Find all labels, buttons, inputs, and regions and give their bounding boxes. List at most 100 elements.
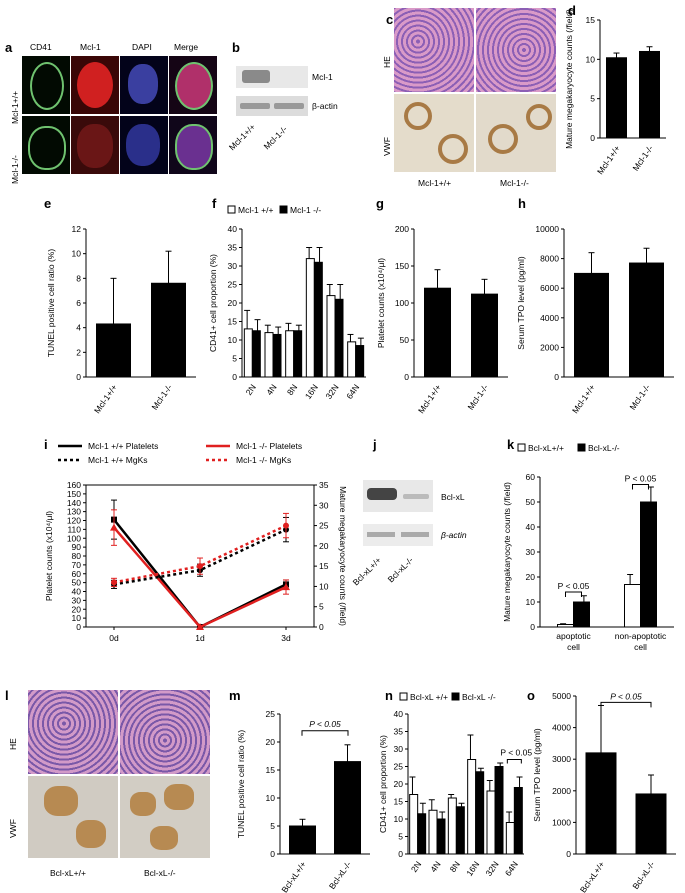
- marker-i: [110, 523, 118, 531]
- x-tick-label-n: 16N: [464, 859, 481, 878]
- bar-f: [334, 298, 344, 378]
- bar-n: [455, 806, 465, 855]
- series-line-i: [113, 524, 287, 584]
- micrograph-merge-wt: [169, 56, 217, 114]
- bar-f: [264, 332, 274, 378]
- panel-label-e: e: [44, 196, 52, 211]
- bar-n: [486, 790, 496, 855]
- blot-actin-strip: [236, 96, 308, 116]
- blot-lane-j-ko: Bcl-xL-/-: [385, 555, 416, 585]
- row-label-vwf-c: VWF: [382, 137, 392, 156]
- bar-o: [585, 752, 617, 855]
- col-label-l-wt: Bcl-xL+/+: [50, 868, 86, 878]
- y-axis-label-d: Mature megakaryocyte counts (/field): [564, 9, 574, 149]
- blot-lane-ko: Mcl-1-/-: [261, 124, 290, 152]
- x-tick-label-k: cell: [567, 642, 580, 652]
- y-tick-label-o: 5000: [552, 691, 571, 701]
- panel-c: HE VWF Mcl-1+/+ Mcl-1-/-: [380, 8, 560, 190]
- x-tick-label-e: Mcl-1+/+: [92, 382, 119, 415]
- y2-tick-label-i: 5: [319, 602, 324, 612]
- chart-e: 0 2 4 6 8 10 12 TUNEL positive cell ratio (%) Mc…: [46, 224, 196, 415]
- y-tick-label-f: 15: [228, 317, 238, 327]
- y-tick-label-g: 200: [395, 224, 409, 234]
- legend-label-n: Bcl-xL -/-: [462, 692, 496, 702]
- y-tick-label-i: 110: [67, 524, 81, 534]
- legend-label-k: Bcl-xL-/-: [588, 443, 620, 453]
- y-tick-label-k: 40: [526, 522, 536, 532]
- y2-tick-label-i: 10: [319, 581, 329, 591]
- y-tick-label-k: 30: [526, 547, 536, 557]
- chart-n: 0 5 10 15 20 25 30 35 40 CD41+ cell proportion (%…: [378, 692, 532, 878]
- y-tick-label-k: 50: [526, 497, 536, 507]
- significance-bracket-m: [301, 730, 349, 736]
- x-tick-label-f: 16N: [303, 382, 320, 401]
- bar-f: [355, 345, 365, 378]
- x-tick-label-f: 4N: [264, 382, 278, 397]
- y-tick-label-n: 10: [394, 814, 404, 824]
- panel-j-blot: Bcl-xL β-actin: [363, 480, 473, 550]
- y2-axis-label-i: Mature megakaryocyte counts (/field): [338, 486, 348, 626]
- bar-n: [475, 771, 485, 855]
- micrograph-he-mcl1-wt: [394, 8, 474, 92]
- x-tick-label-d: Mcl-1-/-: [630, 143, 655, 172]
- x-tick-label-o: Bcl-xL+/+: [578, 859, 607, 893]
- x-tick-label-g: Mcl-1-/-: [465, 382, 490, 411]
- y-tick-label-m: 10: [266, 793, 276, 803]
- y-tick-label-i: 80: [72, 551, 82, 561]
- col-label-merge: Merge: [174, 42, 199, 52]
- y-tick-label-i: 120: [67, 516, 81, 526]
- marker-i: [196, 623, 204, 630]
- x-tick-label-k: non-apoptotic: [615, 631, 667, 641]
- bar-o: [635, 793, 667, 855]
- y2-tick-label-i: 25: [319, 521, 329, 531]
- blot-label-actin: β-actin: [312, 101, 338, 111]
- bar-n: [409, 794, 419, 855]
- x-tick-label-n: 8N: [448, 859, 462, 874]
- micrograph-mcl1-wt: [71, 56, 119, 114]
- bar-m: [334, 761, 361, 855]
- y-tick-label-e: 8: [76, 273, 81, 283]
- legend-swatch-n: [399, 692, 408, 701]
- x-tick-label-f: 32N: [324, 382, 341, 401]
- legend-swatch-n: [451, 692, 460, 701]
- p-value-label-k: P < 0.05: [558, 581, 590, 591]
- y-tick-label-d: 0: [590, 133, 595, 143]
- micrograph-dapi-wt: [120, 56, 168, 114]
- bar-n: [436, 818, 446, 855]
- y-tick-label-e: 4: [76, 323, 81, 333]
- bar-f: [326, 295, 336, 378]
- y-tick-label-o: 0: [566, 849, 571, 859]
- micrograph-cd41-ko: [22, 116, 70, 174]
- x-tick-label-d: Mcl-1+/+: [595, 143, 622, 176]
- blot-label-actin-j: β-actin: [441, 530, 467, 540]
- panel-a: CD41 Mcl-1 DAPI Merge Mcl-1+/+ Mcl-1-/-: [8, 36, 217, 186]
- y-tick-label-i: 130: [67, 507, 81, 517]
- legend-label-f: Mcl-1 -/-: [290, 205, 321, 215]
- bar-n: [467, 759, 477, 855]
- y2-tick-label-i: 35: [319, 480, 329, 490]
- y-tick-label-i: 50: [72, 578, 82, 588]
- micrograph-dapi-ko: [120, 116, 168, 174]
- legend-swatch-f: [227, 205, 236, 214]
- panel-label-a: a: [5, 40, 13, 55]
- panel-label-c: c: [386, 12, 394, 27]
- x-tick-label-i: 3d: [281, 633, 291, 643]
- blot-lane-wt: Mcl-1+/+: [226, 121, 258, 153]
- x-tick-label-n: 4N: [428, 859, 442, 874]
- legend-label-f: Mcl-1 +/+: [238, 205, 273, 215]
- x-tick-label-n: 32N: [484, 859, 501, 878]
- y-tick-label-n: 20: [394, 779, 404, 789]
- row-label-vwf-l: VWF: [8, 819, 18, 838]
- y-tick-label-i: 40: [72, 587, 82, 597]
- y-tick-label-n: 40: [394, 709, 404, 719]
- y-tick-label-h: 10000: [535, 224, 559, 234]
- y-tick-label-f: 5: [232, 354, 237, 364]
- y-tick-label-g: 100: [395, 298, 409, 308]
- bar-n: [428, 809, 438, 855]
- micrograph-vwf-mcl1-ko: [476, 94, 556, 172]
- y-tick-label-f: 25: [228, 280, 238, 290]
- bar-f: [293, 330, 303, 378]
- y-tick-label-h: 6000: [540, 283, 559, 293]
- y-tick-label-m: 20: [266, 737, 276, 747]
- bar-m: [289, 825, 316, 855]
